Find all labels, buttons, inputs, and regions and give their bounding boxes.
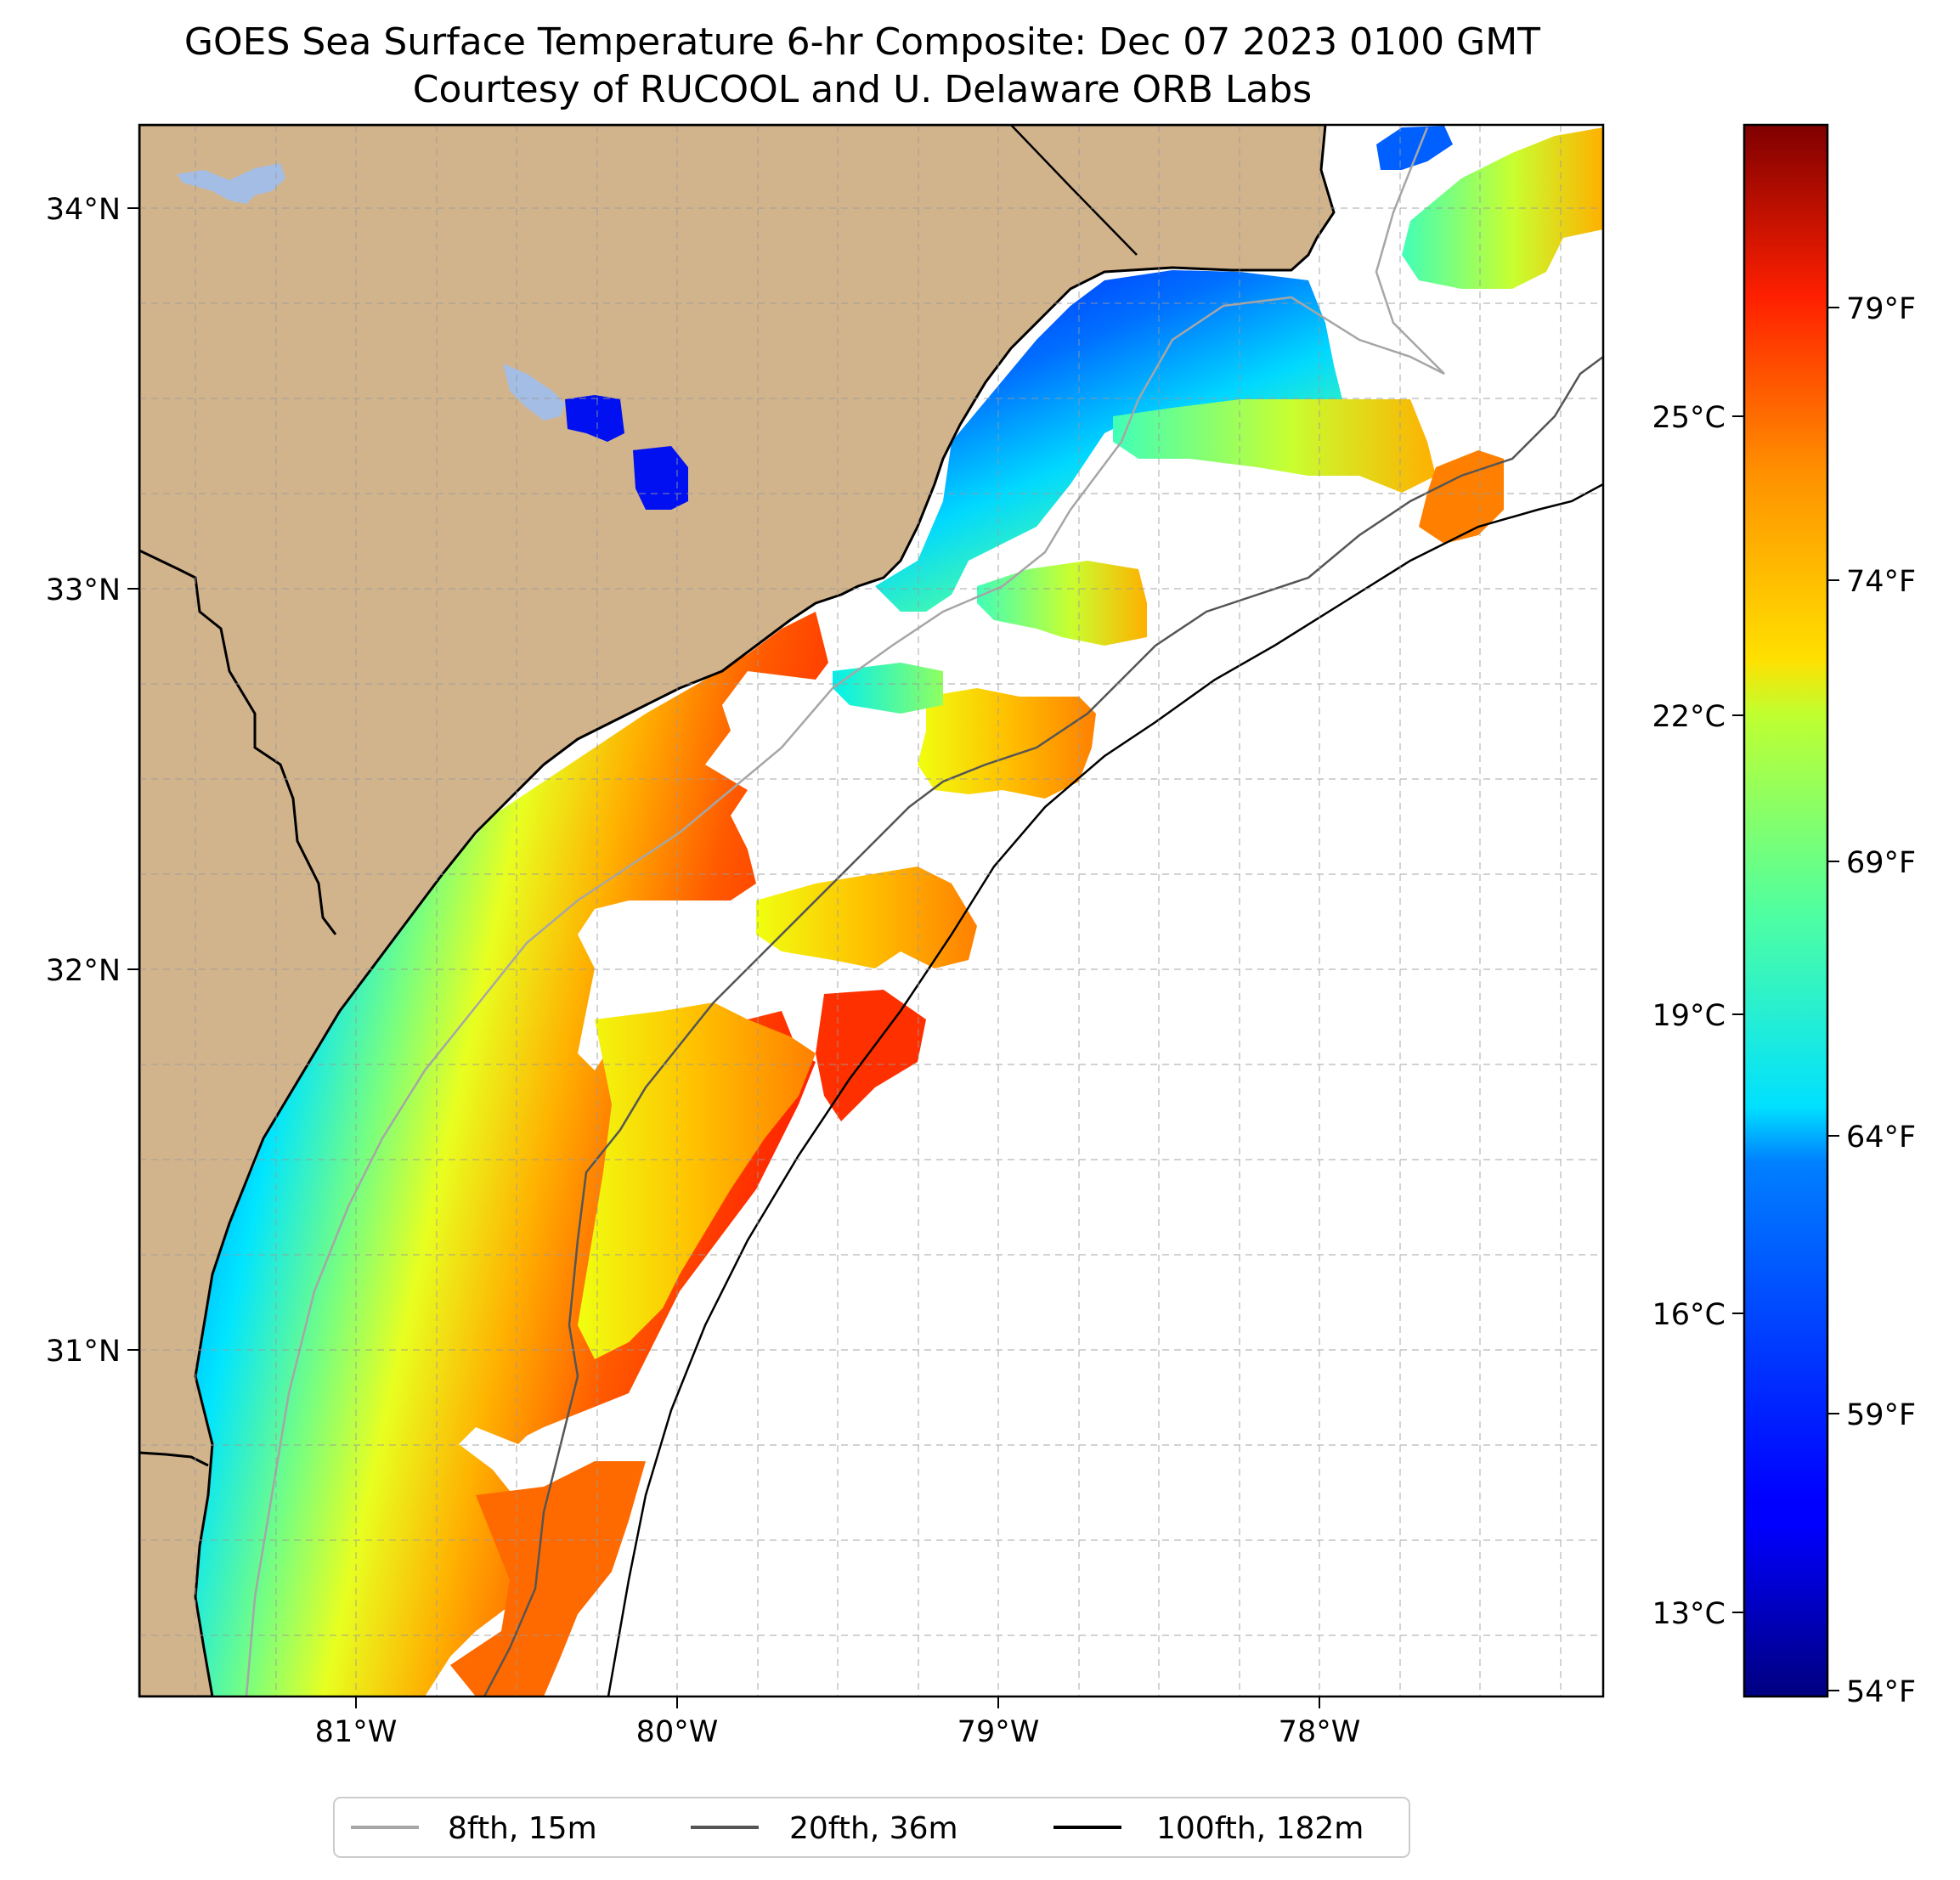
isobath-100fth-line xyxy=(607,483,1603,1697)
legend-box xyxy=(333,1797,1410,1858)
colorbar-fahrenheit-label: 54°F xyxy=(1846,1675,1916,1709)
sst-northeast-patch xyxy=(1402,127,1603,289)
lon-tick-label: 79°W xyxy=(957,1715,1040,1749)
lat-tick-label: 33°N xyxy=(46,573,121,607)
colorbar-celsius-ticks xyxy=(1732,415,1744,1613)
legend-label-8fth: 8fth, 15m xyxy=(448,1811,597,1846)
sst-northeast-blue-spot xyxy=(1376,126,1453,170)
map-tick-marks xyxy=(127,207,1320,1708)
colorbar-celsius-label: 16°C xyxy=(1652,1298,1726,1332)
map-frame xyxy=(138,123,1605,1698)
sst-orange-patch-33-2n xyxy=(1419,450,1504,544)
lat-tick-label: 31°N xyxy=(46,1335,121,1369)
sst-orange-band-32-6n xyxy=(918,688,1096,799)
colorbar-celsius-label: 22°C xyxy=(1652,700,1726,734)
sc-ga-border xyxy=(139,549,337,935)
isobath-20fth-line xyxy=(483,355,1603,1697)
legend-label-20fth: 20fth, 36m xyxy=(789,1811,958,1846)
lat-tick-label: 34°N xyxy=(46,193,121,227)
lat-tick-label: 32°N xyxy=(46,954,121,988)
map-panel xyxy=(139,125,1603,1697)
map-title: GOES Sea Surface Temperature 6-hr Compos… xyxy=(184,20,1540,64)
isobath-8fth-line xyxy=(245,127,1445,1697)
sst-orange-band-32n xyxy=(756,867,977,968)
gridlines xyxy=(139,125,1603,1697)
colorbar-fahrenheit-label: 69°F xyxy=(1846,846,1916,880)
sst-green-band-32-8n xyxy=(833,663,943,714)
sst-shelf-field xyxy=(139,612,828,1697)
legend-label-100fth: 100fth, 182m xyxy=(1156,1811,1364,1846)
lon-tick-label: 78°W xyxy=(1279,1715,1361,1749)
lon-tick-label: 80°W xyxy=(636,1715,719,1749)
colorbar-fahrenheit-label: 64°F xyxy=(1846,1121,1916,1155)
sst-northern-blue-field xyxy=(875,270,1342,612)
lake-marion xyxy=(177,163,285,204)
lake-marion-sst xyxy=(633,446,688,510)
colorbar-celsius-label: 25°C xyxy=(1652,401,1726,435)
colorbar-celsius-label: 13°C xyxy=(1652,1597,1726,1631)
lon-tick-label: 81°W xyxy=(315,1715,398,1749)
map-subtitle: Courtesy of RUCOOL and U. Delaware ORB L… xyxy=(413,68,1312,111)
sst-yellow-band-33n xyxy=(977,561,1147,646)
colorbar-fahrenheit-label: 59°F xyxy=(1846,1398,1916,1432)
sst-green-yellow-band-33-3n xyxy=(1113,399,1436,493)
sst-central-warm-patch xyxy=(578,1002,816,1359)
lake-moultrie-sst xyxy=(565,395,624,442)
colorbar-fahrenheit-label: 79°F xyxy=(1846,292,1916,326)
colorbar-celsius-label: 19°C xyxy=(1652,999,1726,1033)
isobath-legend: 8fth, 15m 20fth, 36m 100fth, 182m xyxy=(333,1797,1410,1858)
colorbar xyxy=(1743,123,1829,1698)
nc-sc-border xyxy=(1010,125,1138,256)
ga-fl-border xyxy=(139,1451,209,1467)
colorbar-fahrenheit-ticks xyxy=(1827,307,1839,1691)
lake-moultrie-shallow xyxy=(503,364,565,421)
colorbar-fahrenheit-label: 74°F xyxy=(1846,565,1916,599)
